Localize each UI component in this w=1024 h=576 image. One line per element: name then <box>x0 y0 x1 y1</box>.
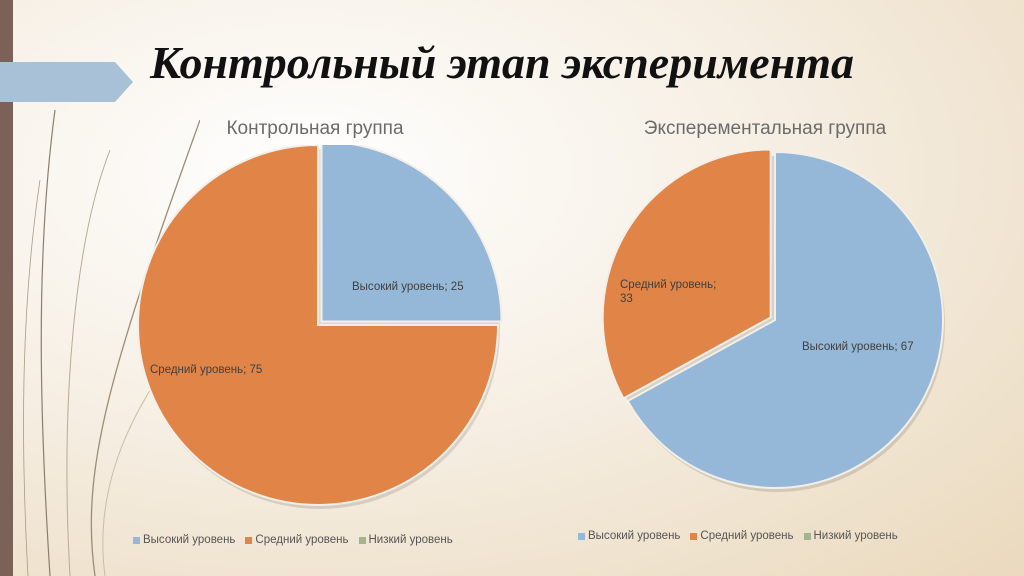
legend-control: Высокий уровень Средний уровень Низкий уро… <box>133 534 453 546</box>
pie-slice-medium <box>137 145 500 506</box>
data-label-medium: Средний уровень; 33 <box>620 279 716 305</box>
left-accent-bar <box>0 0 13 576</box>
legend-swatch <box>245 536 253 544</box>
legend-label: Высокий уровень <box>143 534 236 546</box>
legend-item-low: Низкий уровень <box>358 534 453 546</box>
legend-label: Средний уровень <box>255 534 349 546</box>
legend-item-high: Высокий уровень <box>133 534 235 546</box>
legend-item-medium: Средний уровень <box>690 530 794 542</box>
legend-item-high: Высокий уровень <box>578 530 680 542</box>
chart-title-experimental: Эксперементальная группа <box>643 118 887 139</box>
legend-swatch <box>133 536 140 544</box>
legend-label: Низкий уровень <box>368 534 453 546</box>
title-arrow-shape <box>0 62 133 102</box>
pie-slice-medium <box>601 150 772 400</box>
data-label-high: Высокий уровень; 25 <box>352 281 464 293</box>
slide-title: Контрольный этап эксперимента <box>150 37 855 88</box>
legend-label: Низкий уровень <box>813 530 898 542</box>
legend-experimental: Высокий уровень Средний уровень Низкий уро… <box>578 530 898 542</box>
legend-label: Высокий уровень <box>588 530 681 542</box>
data-label-medium: Средний уровень; 75 <box>150 364 262 376</box>
legend-swatch <box>358 536 366 544</box>
pie-slice-high <box>320 145 503 323</box>
legend-swatch <box>690 532 698 540</box>
legend-item-low: Низкий уровень <box>803 530 898 542</box>
legend-label: Средний уровень <box>700 530 794 542</box>
legend-swatch <box>803 532 811 540</box>
legend-swatch <box>578 532 585 540</box>
pie-chart-control: Высокий уровень; 25 Средний уровень; 75 <box>137 145 503 509</box>
pie-chart-experimental: Высокий уровень; 67 Средний уровень; 33 <box>601 150 945 492</box>
chart-title-control: Контрольная группа <box>226 118 404 139</box>
pie-slice-high <box>626 150 944 489</box>
data-label-high: Высокий уровень; 67 <box>802 341 914 353</box>
legend-item-medium: Средний уровень <box>245 534 349 546</box>
